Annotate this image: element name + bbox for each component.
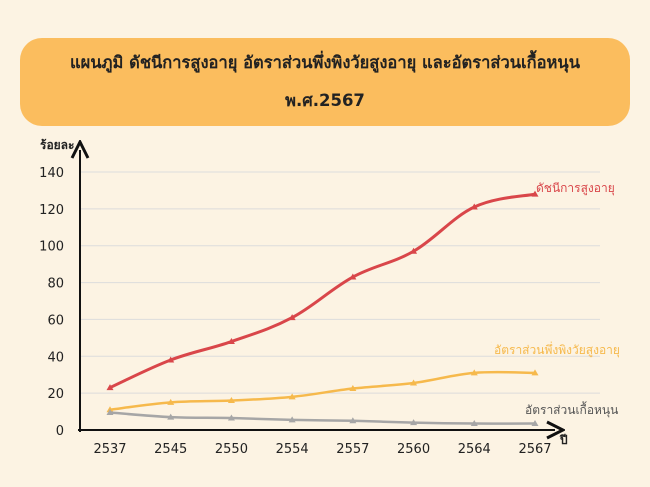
series-label: ดัชนีการสูงอายุ <box>536 181 615 196</box>
data-point <box>470 420 478 427</box>
data-point <box>410 379 418 386</box>
data-point <box>531 369 539 376</box>
gridlines <box>80 171 600 394</box>
x-tick-label: 2545 <box>154 442 187 457</box>
series-line <box>108 370 537 411</box>
data-point <box>349 417 357 424</box>
y-tick-label: 140 <box>39 166 64 181</box>
y-tick-label: 0 <box>56 424 64 439</box>
axes <box>78 150 555 432</box>
data-point <box>227 414 235 421</box>
x-tick-label: 2554 <box>276 442 309 457</box>
y-tick-label: 60 <box>47 313 64 328</box>
chart-title-line2: พ.ศ.2567 <box>285 91 365 110</box>
data-point <box>410 419 418 426</box>
y-axis-label: ร้อยละ <box>40 138 74 152</box>
data-point <box>288 416 296 423</box>
data-point <box>288 314 296 321</box>
y-tick-labels: 0 20 40 60 80 100 120 140 <box>39 166 64 439</box>
x-tick-label: 2537 <box>93 442 126 457</box>
x-axis-label: ปี <box>559 433 568 447</box>
x-tick-label: 2560 <box>397 442 430 457</box>
data-point <box>470 369 478 376</box>
series-line <box>108 192 537 390</box>
data-point <box>349 385 357 392</box>
data-point <box>227 338 235 345</box>
x-tick-label: 2550 <box>215 442 248 457</box>
y-tick-label: 120 <box>39 203 64 218</box>
series-label: อัตราส่วนพึ่งพิงวัยสูงอายุ <box>494 341 620 358</box>
x-tick-label: 2564 <box>458 442 491 457</box>
series-lines: ดัชนีการสูงอายุอัตราส่วนพึ่งพิงวัยสูงอาย… <box>106 181 620 427</box>
data-point <box>349 273 357 280</box>
x-tick-label: 2557 <box>336 442 369 457</box>
data-point <box>106 384 114 391</box>
series-line <box>108 411 537 425</box>
y-tick-label: 80 <box>47 277 64 292</box>
data-point <box>167 398 175 405</box>
data-point <box>470 203 478 210</box>
data-point <box>167 413 175 420</box>
y-tick-label: 20 <box>47 387 64 402</box>
chart-title-line1: แผนภูมิ ดัชนีการสูงอายุ อัตราส่วนพึ่งพิง… <box>70 53 580 72</box>
data-point <box>227 397 235 404</box>
data-point <box>531 420 539 427</box>
data-point <box>410 247 418 254</box>
data-point <box>106 408 114 415</box>
y-tick-label: 40 <box>47 350 64 365</box>
series-label: อัตราส่วนเกื้อหนุน <box>525 401 618 418</box>
y-tick-label: 100 <box>39 240 64 255</box>
x-tick-label: 2567 <box>518 442 551 457</box>
data-point <box>288 393 296 400</box>
data-point <box>167 356 175 363</box>
chart-title-box: แผนภูมิ ดัชนีการสูงอายุ อัตราส่วนพึ่งพิง… <box>20 38 630 126</box>
x-tick-labels: 2537 2545 2550 2554 2557 2560 2564 2567 <box>93 442 551 457</box>
data-point <box>531 190 539 197</box>
